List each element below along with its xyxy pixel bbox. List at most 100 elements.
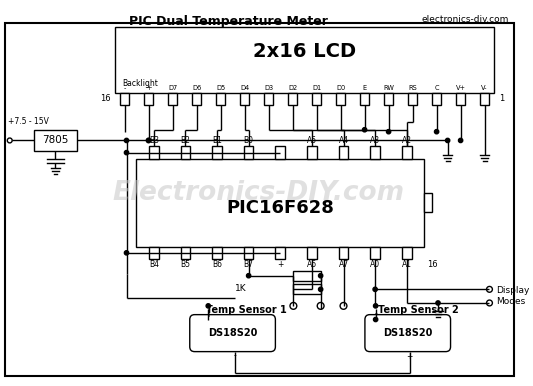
Bar [384,93,393,105]
Text: 2x16 LCD: 2x16 LCD [253,42,356,61]
Bar [402,247,411,259]
Bar [120,93,130,105]
Text: V-: V- [481,85,488,91]
Text: 16: 16 [427,260,438,269]
Circle shape [124,138,128,142]
Text: Backlight: Backlight [123,79,158,88]
Text: B3: B3 [149,136,159,145]
Bar [212,146,222,159]
Text: +7.5 - 15V: +7.5 - 15V [8,117,49,126]
FancyBboxPatch shape [190,315,276,352]
Text: B6: B6 [212,260,222,269]
Bar [336,93,345,105]
Bar [338,247,349,259]
Bar [181,146,190,159]
Text: -: - [279,136,281,145]
Text: A7: A7 [338,260,349,269]
Circle shape [124,151,128,155]
Bar [276,146,285,159]
Text: A2: A2 [402,136,412,145]
Text: C: C [434,85,439,91]
FancyBboxPatch shape [365,315,450,352]
Text: DS18S20: DS18S20 [208,328,257,338]
Circle shape [310,287,314,291]
Bar [432,93,441,105]
Circle shape [373,287,377,291]
Circle shape [147,138,151,142]
Text: B0: B0 [244,136,254,145]
Circle shape [374,304,378,308]
Text: Electronics-DIY.com: Electronics-DIY.com [113,180,405,206]
Text: Temp Sensor 2: Temp Sensor 2 [377,305,458,315]
Bar [34,130,77,151]
Circle shape [246,274,251,278]
Bar [276,247,285,259]
Bar [456,93,465,105]
Text: RW: RW [383,85,394,91]
Text: B5: B5 [180,260,190,269]
Text: A5: A5 [307,136,317,145]
Text: Temp Sensor 1: Temp Sensor 1 [206,305,287,315]
Text: +: + [146,85,151,91]
Bar [370,146,380,159]
Circle shape [206,304,211,308]
Text: 16: 16 [100,94,111,103]
Bar [216,93,225,105]
Text: B7: B7 [244,260,254,269]
Bar [149,146,159,159]
Bar [307,247,317,259]
Text: B4: B4 [149,260,159,269]
Text: A0: A0 [370,260,380,269]
Bar [288,93,297,105]
Circle shape [319,274,323,278]
Text: V+: V+ [456,85,466,91]
Text: D7: D7 [168,85,177,91]
Text: A4: A4 [338,136,349,145]
Text: -: - [233,352,236,361]
Bar [181,247,190,259]
Text: -: - [123,85,126,91]
Bar [244,247,254,259]
Circle shape [319,287,323,291]
Text: -: - [374,310,377,318]
Text: PIC Dual Temperature Meter: PIC Dual Temperature Meter [129,15,328,28]
Bar [402,146,411,159]
Circle shape [147,138,151,142]
Bar [115,27,494,93]
Bar [168,93,177,105]
Text: D1: D1 [312,85,321,91]
Text: Display
Modes: Display Modes [496,286,530,306]
Text: DS18S20: DS18S20 [383,328,432,338]
Bar [307,146,317,159]
Circle shape [446,138,450,142]
Bar [293,284,321,294]
Bar [312,93,321,105]
Text: A6: A6 [307,260,317,269]
Bar [408,93,417,105]
Circle shape [458,138,463,142]
Circle shape [436,301,440,305]
Text: B1: B1 [212,136,222,145]
Text: A1: A1 [402,260,412,269]
Bar [240,93,249,105]
Bar [293,271,321,281]
Bar [264,93,273,105]
Text: D4: D4 [240,85,249,91]
Circle shape [362,128,367,132]
Text: PIC16F628: PIC16F628 [227,198,334,217]
Bar [370,247,380,259]
Circle shape [434,130,439,134]
Bar [144,93,154,105]
Bar [338,146,349,159]
Text: electronics-diy.com: electronics-diy.com [422,15,509,24]
Bar [424,193,432,212]
Circle shape [386,130,391,134]
Text: +: + [277,260,284,269]
Bar [136,159,424,247]
Text: +: + [407,352,413,361]
Text: +: + [205,310,212,318]
Text: RS: RS [408,85,417,91]
Text: D0: D0 [336,85,345,91]
Bar [480,93,489,105]
Bar [149,247,159,259]
